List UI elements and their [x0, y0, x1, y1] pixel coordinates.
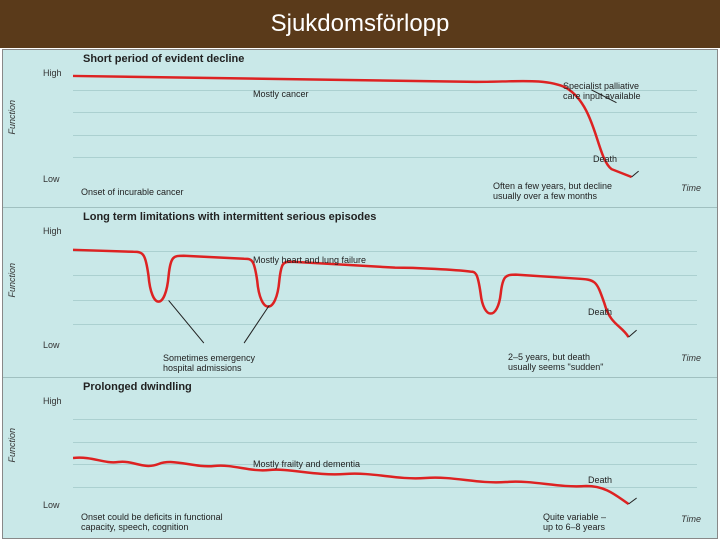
panel-cancer: Function High Low Short period of eviden…	[3, 50, 717, 208]
y-high-label: High	[43, 226, 62, 236]
trajectory-charts: Function High Low Short period of eviden…	[2, 49, 718, 539]
y-low-label: Low	[43, 500, 60, 510]
time-label: Time	[681, 353, 701, 363]
center-label: Mostly frailty and dementia	[253, 460, 360, 470]
panel-title: Long term limitations with intermittent …	[83, 211, 376, 223]
plot-area-3	[73, 396, 697, 510]
right-top-note: Specialist palliative care input availab…	[563, 82, 641, 102]
y-axis-label: Function	[7, 428, 17, 463]
time-label: Time	[681, 514, 701, 524]
panel-title: Short period of evident decline	[83, 53, 244, 65]
right-bottom-note: Quite variable – up to 6–8 years	[543, 513, 606, 533]
trajectory-curve-frailty	[73, 396, 697, 510]
slide-header: Sjukdomsförlopp	[0, 0, 720, 48]
y-low-label: Low	[43, 340, 60, 350]
y-axis-label: Function	[7, 100, 17, 135]
onset-label: Onset of incurable cancer	[81, 188, 184, 198]
y-high-label: High	[43, 68, 62, 78]
right-bottom-note: 2–5 years, but death usually seems "sudd…	[508, 353, 603, 373]
center-label: Mostly heart and lung failure	[253, 256, 366, 266]
death-label: Death	[588, 476, 612, 486]
trajectory-curve-organ	[73, 226, 697, 349]
y-high-label: High	[43, 396, 62, 406]
time-label: Time	[681, 183, 701, 193]
plot-area-2	[73, 226, 697, 349]
y-axis-label: Function	[7, 263, 17, 298]
panel-title: Prolonged dwindling	[83, 381, 192, 393]
onset-label: Sometimes emergency hospital admissions	[163, 354, 255, 374]
y-low-label: Low	[43, 174, 60, 184]
right-bottom-note: Often a few years, but decline usually o…	[493, 182, 612, 202]
center-label: Mostly cancer	[253, 90, 309, 100]
panel-frailty: Function High Low Prolonged dwindling Mo…	[3, 378, 717, 538]
death-label: Death	[593, 155, 617, 165]
panel-organ-failure: Function High Low Long term limitations …	[3, 208, 717, 378]
onset-label: Onset could be deficits in functional ca…	[81, 513, 223, 533]
slide-title: Sjukdomsförlopp	[271, 10, 450, 38]
death-label: Death	[588, 308, 612, 318]
